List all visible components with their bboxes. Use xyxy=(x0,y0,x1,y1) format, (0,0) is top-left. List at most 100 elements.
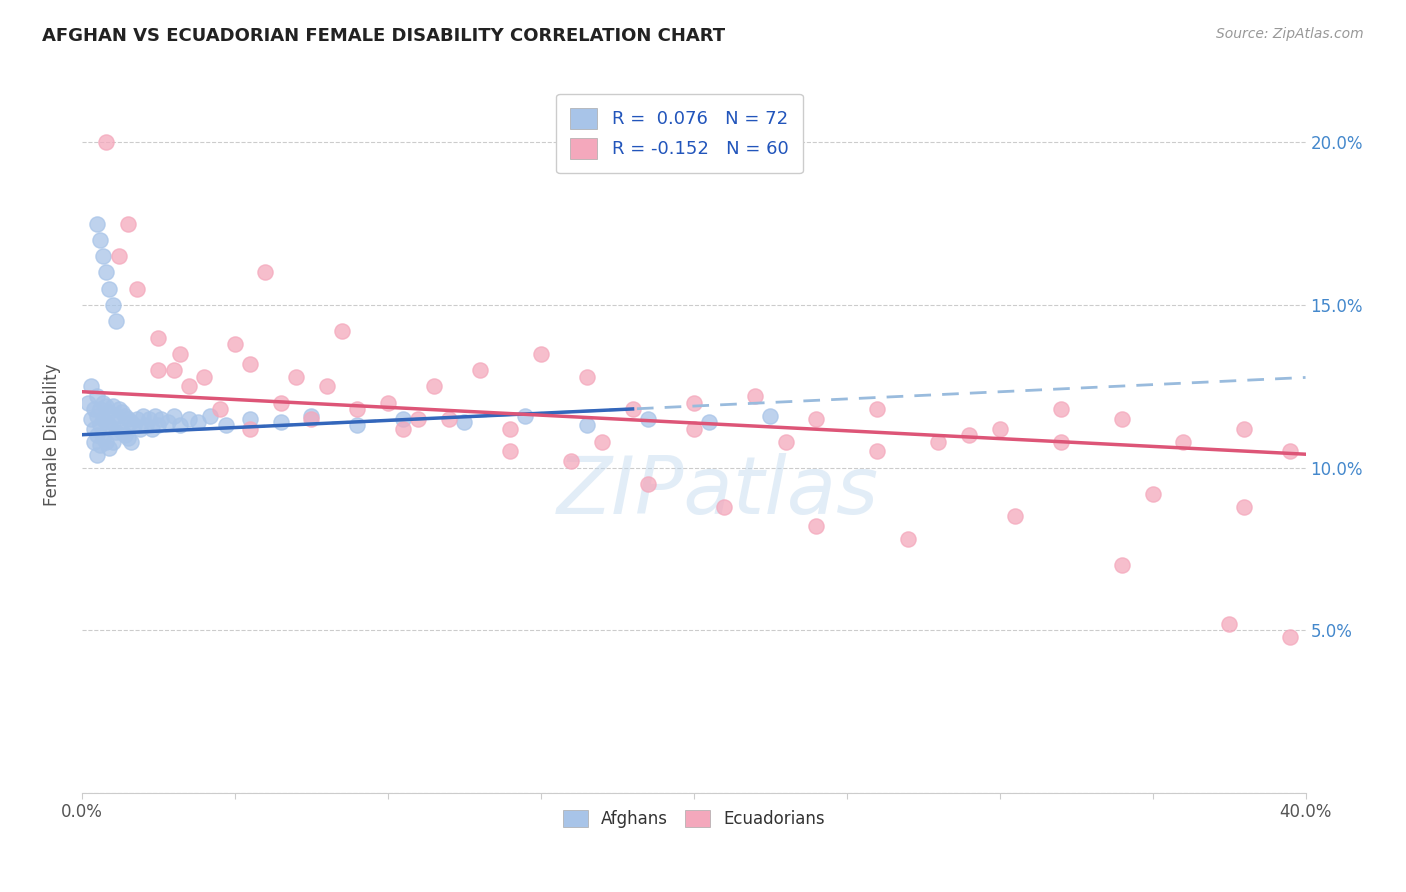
Point xyxy=(101,298,124,312)
Point xyxy=(530,347,553,361)
Point xyxy=(129,421,152,435)
Point xyxy=(866,444,889,458)
Point xyxy=(104,314,127,328)
Point xyxy=(86,389,108,403)
Point xyxy=(515,409,537,423)
Point xyxy=(107,402,129,417)
Point xyxy=(330,324,353,338)
Point xyxy=(1049,402,1071,417)
Point xyxy=(346,418,368,433)
Point xyxy=(86,409,108,423)
Legend: Afghans, Ecuadorians: Afghans, Ecuadorians xyxy=(557,803,831,834)
Point xyxy=(1233,421,1256,435)
Point xyxy=(1173,434,1195,449)
Point xyxy=(104,409,127,423)
Point xyxy=(96,265,118,279)
Point xyxy=(270,415,292,429)
Point xyxy=(187,415,209,429)
Point xyxy=(96,434,118,449)
Point xyxy=(437,411,460,425)
Point xyxy=(254,265,277,279)
Point xyxy=(957,428,980,442)
Point xyxy=(98,405,121,419)
Text: ZIPatlas: ZIPatlas xyxy=(557,453,879,532)
Point xyxy=(86,428,108,442)
Point xyxy=(713,500,735,514)
Point xyxy=(117,217,139,231)
Point xyxy=(1279,444,1302,458)
Point xyxy=(927,434,949,449)
Point xyxy=(89,233,111,247)
Point xyxy=(285,369,308,384)
Point xyxy=(98,282,121,296)
Point xyxy=(392,411,415,425)
Point xyxy=(120,434,142,449)
Point xyxy=(86,217,108,231)
Point xyxy=(163,409,186,423)
Point xyxy=(125,282,148,296)
Point xyxy=(104,425,127,439)
Point xyxy=(697,415,720,429)
Point xyxy=(453,415,475,429)
Point xyxy=(299,409,322,423)
Point xyxy=(200,409,222,423)
Point xyxy=(135,418,157,433)
Y-axis label: Female Disability: Female Disability xyxy=(44,364,60,507)
Point xyxy=(177,379,200,393)
Point xyxy=(93,431,115,445)
Point xyxy=(132,409,155,423)
Point xyxy=(804,411,827,425)
Point xyxy=(111,425,134,439)
Point xyxy=(682,421,704,435)
Point xyxy=(80,379,103,393)
Point xyxy=(775,434,797,449)
Point xyxy=(422,379,444,393)
Point xyxy=(111,405,134,419)
Point xyxy=(114,428,136,442)
Point xyxy=(897,532,920,546)
Point xyxy=(1111,558,1133,573)
Point xyxy=(377,395,399,409)
Point xyxy=(1279,630,1302,644)
Point xyxy=(145,409,167,423)
Point xyxy=(93,411,115,425)
Point xyxy=(148,363,170,377)
Point xyxy=(591,434,613,449)
Point xyxy=(107,421,129,435)
Point xyxy=(86,448,108,462)
Point xyxy=(408,411,430,425)
Point xyxy=(637,476,659,491)
Point xyxy=(96,415,118,429)
Point xyxy=(150,411,173,425)
Point xyxy=(101,415,124,429)
Point xyxy=(148,330,170,344)
Point xyxy=(98,418,121,433)
Point xyxy=(215,418,238,433)
Point xyxy=(148,418,170,433)
Point xyxy=(637,411,659,425)
Point xyxy=(575,418,598,433)
Point xyxy=(122,418,145,433)
Point xyxy=(141,421,163,435)
Text: Source: ZipAtlas.com: Source: ZipAtlas.com xyxy=(1216,27,1364,41)
Point xyxy=(89,402,111,417)
Point xyxy=(499,421,522,435)
Point xyxy=(499,444,522,458)
Point xyxy=(169,347,191,361)
Point xyxy=(98,441,121,455)
Point xyxy=(77,395,100,409)
Point xyxy=(83,421,105,435)
Point xyxy=(1004,509,1026,524)
Point xyxy=(239,357,262,371)
Point xyxy=(96,136,118,150)
Point xyxy=(621,402,644,417)
Point xyxy=(93,395,115,409)
Point xyxy=(1049,434,1071,449)
Point xyxy=(575,369,598,384)
Point xyxy=(346,402,368,417)
Point xyxy=(177,411,200,425)
Point xyxy=(1233,500,1256,514)
Point xyxy=(93,249,115,263)
Point xyxy=(208,402,231,417)
Point xyxy=(120,415,142,429)
